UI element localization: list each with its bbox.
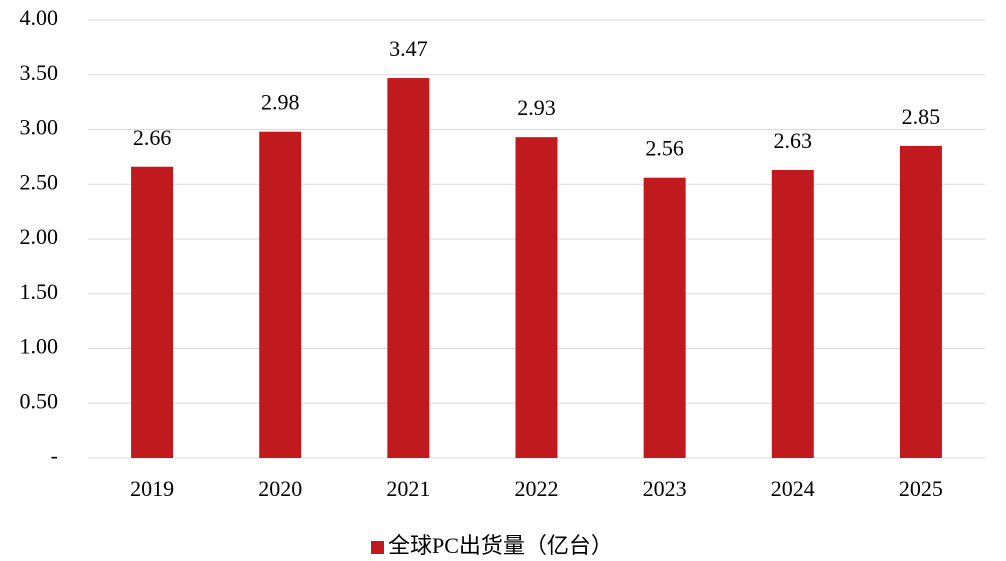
y-tick-label: 1.50 (20, 279, 59, 304)
bar (899, 145, 942, 459)
y-tick-label: - (51, 443, 58, 468)
legend-swatch (371, 541, 384, 554)
data-label: 2.98 (261, 90, 300, 115)
data-label: 2.85 (902, 104, 941, 129)
y-tick-label: 2.00 (20, 224, 59, 249)
legend-label: 全球PC出货量（亿台） (388, 533, 613, 558)
y-tick-label: 2.50 (20, 169, 59, 194)
bar (515, 137, 558, 459)
y-tick-label: 4.00 (20, 5, 59, 30)
x-tick-label: 2019 (130, 476, 174, 501)
y-tick-label: 0.50 (20, 388, 59, 413)
data-label: 2.66 (133, 125, 172, 150)
bar (259, 131, 302, 458)
data-label: 2.93 (517, 95, 556, 120)
x-tick-label: 2023 (643, 476, 687, 501)
data-label: 2.63 (774, 128, 813, 153)
bar (771, 170, 814, 458)
x-tick-label: 2021 (386, 476, 430, 501)
y-tick-label: 1.00 (20, 334, 59, 359)
y-tick-label: 3.00 (20, 115, 59, 140)
bar (643, 177, 686, 458)
x-tick-label: 2020 (258, 476, 302, 501)
x-tick-label: 2024 (771, 476, 815, 501)
x-tick-label: 2022 (515, 476, 559, 501)
bar (131, 166, 174, 459)
data-label: 3.47 (389, 36, 428, 61)
x-tick-label: 2025 (899, 476, 943, 501)
bar (387, 78, 430, 458)
data-label: 2.56 (645, 136, 684, 161)
y-tick-label: 3.50 (20, 60, 59, 85)
